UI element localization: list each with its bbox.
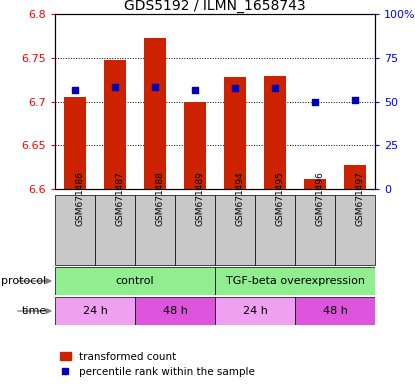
Bar xyxy=(215,297,295,325)
Text: TGF-beta overexpression: TGF-beta overexpression xyxy=(225,276,364,286)
Bar xyxy=(135,195,175,265)
Bar xyxy=(215,195,255,265)
Text: GSM671496: GSM671496 xyxy=(315,171,324,226)
Bar xyxy=(175,195,215,265)
Point xyxy=(72,87,78,93)
Bar xyxy=(95,195,135,265)
Point xyxy=(272,84,278,91)
Bar xyxy=(64,97,86,189)
Text: GSM671486: GSM671486 xyxy=(75,171,84,226)
Text: control: control xyxy=(116,276,154,286)
Text: time: time xyxy=(22,306,47,316)
Point xyxy=(192,87,198,93)
Text: 24 h: 24 h xyxy=(242,306,267,316)
Bar xyxy=(295,297,375,325)
Point xyxy=(232,85,238,91)
Bar xyxy=(135,297,215,325)
Bar xyxy=(335,195,375,265)
Text: GSM671487: GSM671487 xyxy=(115,171,124,226)
Bar xyxy=(255,195,295,265)
Text: GSM671495: GSM671495 xyxy=(275,171,284,226)
Bar xyxy=(295,195,335,265)
Point xyxy=(151,84,158,90)
Bar xyxy=(144,38,166,189)
Bar xyxy=(104,60,126,189)
Bar xyxy=(55,267,215,295)
Text: GSM671497: GSM671497 xyxy=(355,171,364,226)
Bar xyxy=(344,164,366,189)
Text: GSM671494: GSM671494 xyxy=(235,171,244,226)
Text: GSM671489: GSM671489 xyxy=(195,171,204,226)
Bar xyxy=(224,77,246,189)
Text: 48 h: 48 h xyxy=(163,306,188,316)
Bar xyxy=(304,179,326,189)
Point xyxy=(112,84,118,90)
Bar xyxy=(55,195,95,265)
Bar xyxy=(184,101,206,189)
Bar xyxy=(55,297,135,325)
Title: GDS5192 / ILMN_1658743: GDS5192 / ILMN_1658743 xyxy=(124,0,306,13)
Bar xyxy=(264,76,286,189)
Point xyxy=(312,98,318,104)
Point xyxy=(352,97,358,103)
Text: 48 h: 48 h xyxy=(322,306,347,316)
Text: 24 h: 24 h xyxy=(83,306,107,316)
Text: protocol: protocol xyxy=(1,276,47,286)
Legend: transformed count, percentile rank within the sample: transformed count, percentile rank withi… xyxy=(60,352,255,377)
Text: GSM671488: GSM671488 xyxy=(155,171,164,226)
Bar xyxy=(215,267,375,295)
